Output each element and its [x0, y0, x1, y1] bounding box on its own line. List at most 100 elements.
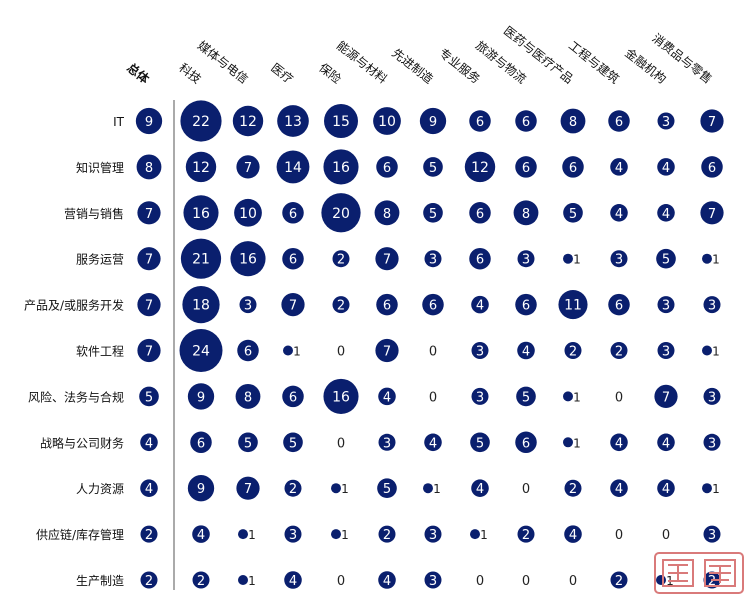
cell-value: 2 — [615, 574, 623, 589]
bubble — [610, 204, 628, 222]
cell-value: 1 — [573, 253, 581, 267]
column-header: 能源与材料 — [334, 38, 390, 86]
bubble — [513, 200, 539, 226]
cell-value: 1 — [480, 528, 488, 542]
cell-value: 4 — [615, 207, 623, 222]
cell-value: 4 — [662, 161, 670, 176]
bubble — [564, 479, 582, 497]
bubble — [562, 156, 584, 178]
cell-value: 3 — [476, 345, 484, 360]
cell-value: 2 — [708, 574, 716, 589]
bubble — [232, 105, 264, 137]
cell-value: 1 — [248, 528, 256, 542]
cell-value: 6 — [289, 390, 297, 405]
bubble — [140, 433, 158, 452]
bubble — [703, 525, 721, 543]
cell-value: 4 — [615, 482, 623, 497]
cell-value: 3 — [429, 574, 437, 589]
bubble — [237, 339, 259, 362]
bubble — [515, 110, 537, 132]
bubble — [610, 342, 628, 359]
cell-value: 24 — [192, 344, 210, 360]
cell-value-zero: 0 — [429, 390, 437, 405]
cell-value: 3 — [522, 253, 530, 268]
bubble — [517, 525, 535, 543]
cell-value: 3 — [708, 299, 716, 314]
cell-value: 4 — [615, 161, 623, 176]
bubble — [281, 292, 305, 317]
cell-value: 8 — [244, 390, 252, 405]
bubble — [137, 338, 161, 363]
bubble — [283, 345, 293, 356]
bubble — [192, 571, 210, 589]
cell-value: 5 — [429, 161, 437, 176]
cell-value: 6 — [244, 345, 252, 360]
cell-value: 1 — [573, 436, 581, 450]
cell-value: 2 — [337, 253, 345, 268]
cell-value: 1 — [712, 482, 720, 496]
bubble — [378, 571, 396, 589]
bubble — [471, 295, 489, 314]
bubble — [140, 479, 158, 497]
cell-value: 7 — [145, 345, 153, 360]
cell-value: 1 — [712, 253, 720, 267]
bubble — [331, 529, 341, 540]
bubble — [563, 253, 573, 264]
bubble — [563, 202, 583, 223]
cell-value: 13 — [284, 114, 302, 130]
bubble — [423, 157, 443, 177]
bubble — [378, 433, 396, 451]
watermark-logo — [654, 552, 744, 594]
cell-value: 7 — [383, 345, 391, 360]
cell-value: 3 — [662, 115, 670, 130]
cell-value: 8 — [569, 115, 577, 130]
cell-value: 6 — [615, 299, 623, 314]
bubble — [376, 293, 398, 316]
cell-value: 21 — [192, 252, 210, 268]
bubble — [323, 378, 359, 414]
bubble — [610, 571, 628, 589]
cell-value: 7 — [708, 115, 716, 130]
cell-value: 4 — [383, 574, 391, 589]
bubble — [234, 198, 262, 227]
cell-value: 6 — [429, 299, 437, 314]
bubble — [610, 158, 628, 176]
cell-value-zero: 0 — [615, 528, 623, 543]
bubble — [323, 149, 359, 185]
cell-value: 6 — [708, 161, 716, 176]
bubble — [331, 483, 341, 494]
bubble — [701, 156, 723, 178]
cell-value: 9 — [429, 115, 437, 130]
cell-value: 3 — [244, 299, 252, 314]
cell-value: 1 — [573, 390, 581, 404]
bubble — [657, 342, 675, 359]
row-label: 产品及/或服务开发 — [24, 298, 124, 313]
cell-value: 6 — [289, 253, 297, 268]
cell-value-zero: 0 — [429, 345, 437, 360]
bubble — [135, 107, 163, 135]
bubble — [424, 250, 442, 268]
bubble — [236, 155, 260, 179]
cell-value: 5 — [476, 436, 484, 451]
bubble — [376, 156, 398, 178]
row-label: 服务运营 — [76, 252, 124, 267]
bubble — [610, 433, 628, 452]
cell-value-zero: 0 — [476, 574, 484, 589]
bubble — [185, 151, 217, 183]
bubble — [469, 247, 491, 270]
bubble — [137, 201, 161, 225]
bubble — [517, 341, 535, 360]
cell-value: 6 — [569, 161, 577, 176]
bubble — [324, 104, 358, 138]
cell-value: 5 — [289, 436, 297, 451]
bubble — [137, 247, 161, 271]
bubble — [470, 432, 490, 453]
cell-value: 3 — [476, 390, 484, 405]
cell-value: 16 — [332, 389, 350, 405]
bubble — [239, 296, 257, 314]
bubble — [702, 253, 712, 264]
bubble — [375, 247, 399, 271]
cell-value: 4 — [662, 482, 670, 497]
bubble — [610, 479, 628, 497]
cell-value: 3 — [615, 253, 623, 268]
